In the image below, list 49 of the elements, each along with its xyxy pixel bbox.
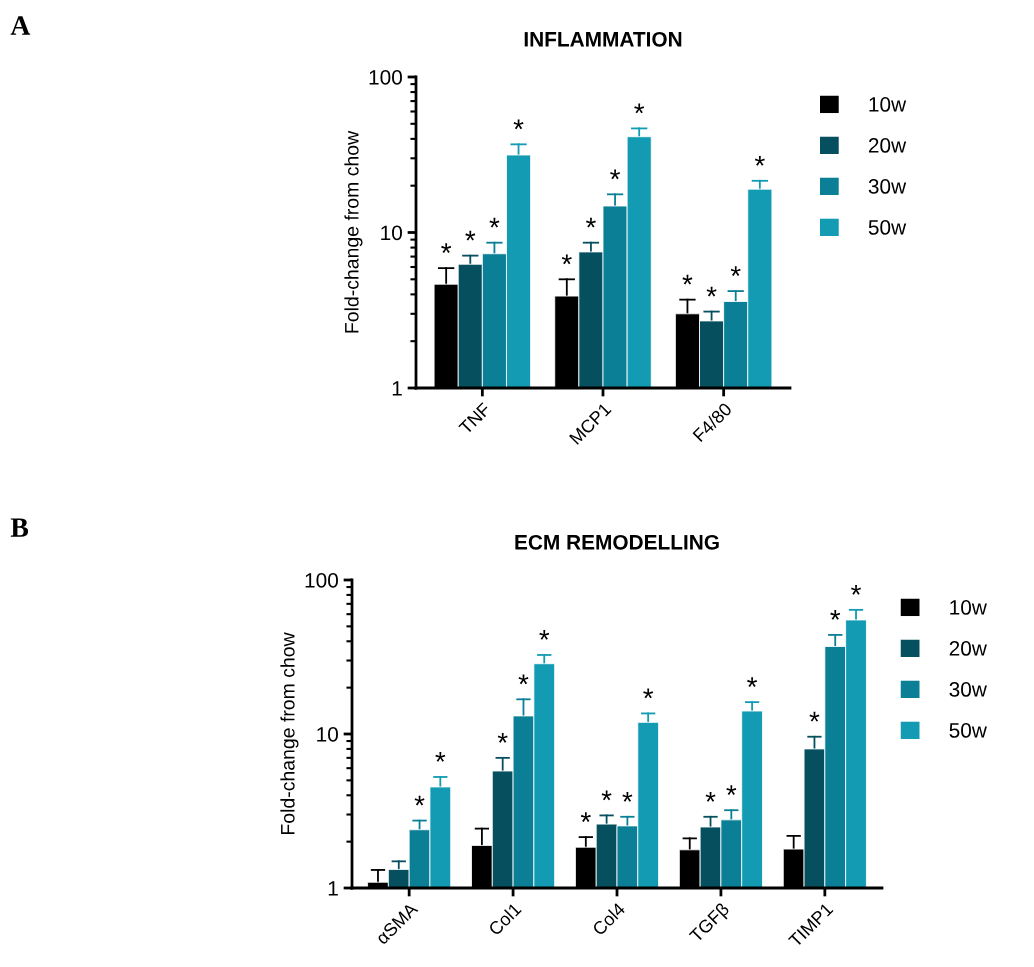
x-tick-label: Col1 [487,901,522,937]
y-tick-label: 1 [392,381,402,396]
data-label: * [726,785,737,796]
legend-label: 10w [869,97,907,112]
data-label: * [622,791,633,802]
x-tick-label: TNF [458,402,492,435]
chart-title: ECM REMODELLING [515,534,719,550]
chart-title: INFLAMMATION [524,31,682,47]
legend-label: 10w [950,600,987,615]
data-label: * [465,230,476,241]
data-label: * [435,752,446,762]
data-label: * [489,217,500,228]
y-axis-title: Fold-change from chow [280,632,299,834]
legend-label: 30w [868,179,907,194]
data-label: * [634,103,645,114]
legend-label: 50w [868,220,907,235]
data-label: * [830,610,841,620]
data-label: * [754,155,765,166]
text: B [10,518,29,537]
data-label: * [585,217,596,228]
y-axis-title: Fold-change from chow [344,130,363,333]
legend-label: 20w [949,641,987,656]
legend-label: 30w [949,682,987,697]
data-label: * [747,677,758,688]
legend-label: 50w [949,723,987,738]
data-label: * [705,791,716,802]
legend-label: 20w [868,138,907,153]
y-tick-label: 1 [328,881,338,896]
data-label: * [513,119,524,130]
data-label: * [561,254,572,265]
y-tick-label: 10 [317,727,338,742]
y-tick-label: 100 [305,573,338,588]
data-label: * [706,286,717,297]
data-label: * [851,584,861,595]
data-label: * [610,169,621,180]
text: A [10,16,31,35]
data-label: * [730,266,741,276]
y-tick-label: 10 [381,225,402,241]
data-label: * [518,674,529,685]
data-label: * [441,243,452,254]
data-label: * [809,711,820,722]
data-label: * [414,795,425,806]
data-label: * [601,790,612,801]
data-label: * [497,732,508,743]
data-label: * [539,630,550,640]
data-label: * [580,812,591,822]
data-label: * [682,274,693,285]
data-label: * [643,688,654,699]
y-tick-label: 100 [369,70,402,85]
